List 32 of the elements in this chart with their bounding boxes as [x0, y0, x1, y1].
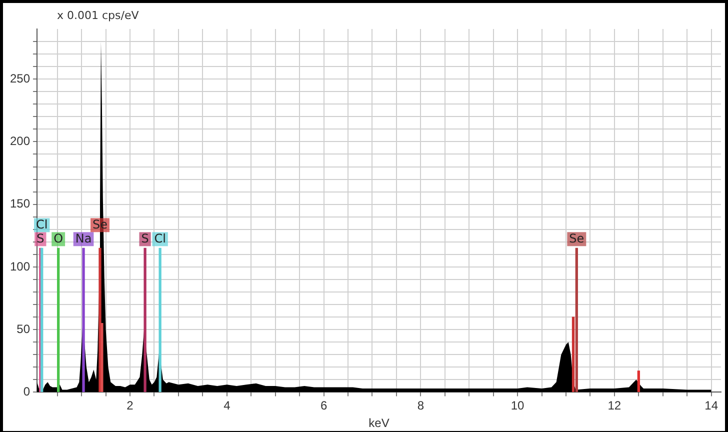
- bar: [98, 248, 102, 392]
- y-axis-title: x 0.001 cps/eV: [57, 9, 139, 22]
- y-tick-label: 0: [23, 384, 30, 399]
- x-axis-title: keV: [368, 416, 390, 430]
- data-label: S: [36, 231, 44, 246]
- x-tick-label: 10: [510, 398, 525, 413]
- x-tick-label: 4: [224, 398, 231, 413]
- data-label: O: [54, 231, 64, 246]
- bar: [158, 248, 162, 392]
- y-tick-label: 100: [10, 259, 30, 274]
- y-tick-label: 50: [16, 322, 30, 336]
- y-tick-label: 200: [10, 134, 30, 148]
- data-label: Se: [92, 217, 108, 232]
- x-tick-label: 8: [417, 398, 424, 413]
- bar: [572, 316, 575, 392]
- bar: [575, 248, 578, 392]
- y-tick-label: 150: [10, 196, 30, 211]
- data-label: Cl: [154, 231, 166, 246]
- data-label: S: [141, 231, 149, 246]
- x-tick-label: 6: [320, 398, 328, 413]
- data-label: Na: [75, 231, 92, 246]
- bar: [82, 248, 85, 392]
- x-tick-label: 2: [126, 398, 134, 413]
- x-tick-label: 14: [704, 398, 718, 413]
- x-tick-label: 12: [608, 398, 622, 413]
- bar: [144, 248, 146, 392]
- bar: [637, 370, 640, 392]
- data-label: Cl: [36, 217, 48, 232]
- y-tick-label: 250: [10, 71, 30, 86]
- bar: [100, 322, 104, 392]
- bar: [57, 248, 60, 392]
- data-label: Se: [569, 231, 584, 246]
